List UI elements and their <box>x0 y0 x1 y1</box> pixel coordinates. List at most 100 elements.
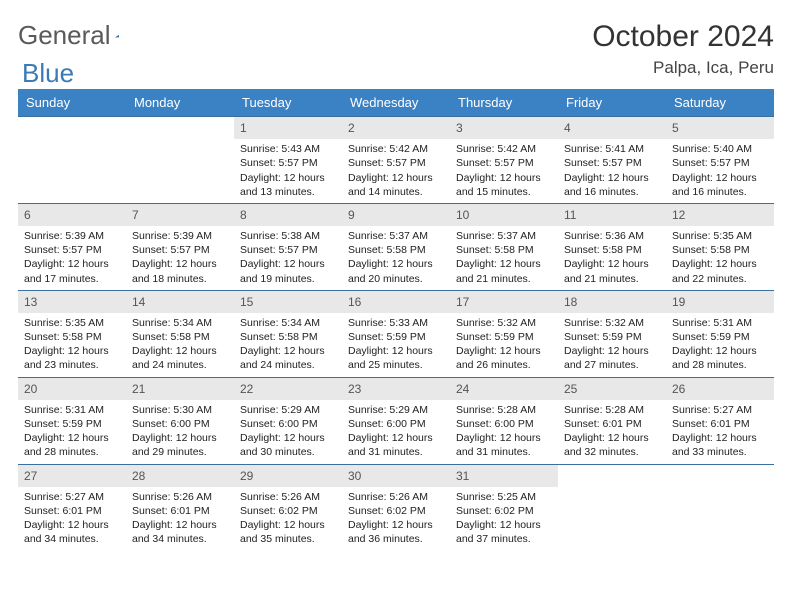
calendar-day-cell: 25Sunrise: 5:28 AMSunset: 6:01 PMDayligh… <box>558 377 666 464</box>
calendar-day-cell: 13Sunrise: 5:35 AMSunset: 5:58 PMDayligh… <box>18 290 126 377</box>
day-details: Sunrise: 5:28 AMSunset: 6:00 PMDaylight:… <box>450 400 558 464</box>
calendar-empty-cell <box>558 464 666 550</box>
day-details: Sunrise: 5:42 AMSunset: 5:57 PMDaylight:… <box>342 139 450 203</box>
calendar-day-cell: 16Sunrise: 5:33 AMSunset: 5:59 PMDayligh… <box>342 290 450 377</box>
day-details: Sunrise: 5:32 AMSunset: 5:59 PMDaylight:… <box>450 313 558 377</box>
day-details: Sunrise: 5:42 AMSunset: 5:57 PMDaylight:… <box>450 139 558 203</box>
day-number: 18 <box>558 291 666 313</box>
calendar-day-cell: 9Sunrise: 5:37 AMSunset: 5:58 PMDaylight… <box>342 203 450 290</box>
calendar-day-cell: 15Sunrise: 5:34 AMSunset: 5:58 PMDayligh… <box>234 290 342 377</box>
day-number: 15 <box>234 291 342 313</box>
day-details: Sunrise: 5:33 AMSunset: 5:59 PMDaylight:… <box>342 313 450 377</box>
calendar-empty-cell <box>666 464 774 550</box>
title-block: October 2024 Palpa, Ica, Peru <box>592 20 774 78</box>
day-number: 17 <box>450 291 558 313</box>
day-details: Sunrise: 5:32 AMSunset: 5:59 PMDaylight:… <box>558 313 666 377</box>
day-details: Sunrise: 5:26 AMSunset: 6:01 PMDaylight:… <box>126 487 234 551</box>
weekday-header: Wednesday <box>342 89 450 117</box>
day-number: 13 <box>18 291 126 313</box>
calendar-day-cell: 26Sunrise: 5:27 AMSunset: 6:01 PMDayligh… <box>666 377 774 464</box>
weekday-header: Saturday <box>666 89 774 117</box>
day-number: 8 <box>234 204 342 226</box>
weekday-header: Tuesday <box>234 89 342 117</box>
calendar-empty-cell <box>18 117 126 204</box>
calendar-row: 6Sunrise: 5:39 AMSunset: 5:57 PMDaylight… <box>18 203 774 290</box>
day-number: 5 <box>666 117 774 139</box>
calendar-day-cell: 3Sunrise: 5:42 AMSunset: 5:57 PMDaylight… <box>450 117 558 204</box>
day-number: 25 <box>558 378 666 400</box>
day-details: Sunrise: 5:30 AMSunset: 6:00 PMDaylight:… <box>126 400 234 464</box>
day-details: Sunrise: 5:37 AMSunset: 5:58 PMDaylight:… <box>450 226 558 290</box>
day-number: 6 <box>18 204 126 226</box>
weekday-header-row: SundayMondayTuesdayWednesdayThursdayFrid… <box>18 89 774 117</box>
brand-part2: Blue <box>22 58 74 89</box>
day-number: 9 <box>342 204 450 226</box>
month-title: October 2024 <box>592 20 774 54</box>
calendar-empty-cell <box>126 117 234 204</box>
day-details: Sunrise: 5:37 AMSunset: 5:58 PMDaylight:… <box>342 226 450 290</box>
calendar-day-cell: 14Sunrise: 5:34 AMSunset: 5:58 PMDayligh… <box>126 290 234 377</box>
calendar-row: 20Sunrise: 5:31 AMSunset: 5:59 PMDayligh… <box>18 377 774 464</box>
day-number: 16 <box>342 291 450 313</box>
calendar-body: 1Sunrise: 5:43 AMSunset: 5:57 PMDaylight… <box>18 117 774 551</box>
calendar-day-cell: 18Sunrise: 5:32 AMSunset: 5:59 PMDayligh… <box>558 290 666 377</box>
brand-part1: General <box>18 20 111 51</box>
day-details: Sunrise: 5:34 AMSunset: 5:58 PMDaylight:… <box>126 313 234 377</box>
day-number: 29 <box>234 465 342 487</box>
day-number: 21 <box>126 378 234 400</box>
day-number: 26 <box>666 378 774 400</box>
day-number: 22 <box>234 378 342 400</box>
calendar-day-cell: 27Sunrise: 5:27 AMSunset: 6:01 PMDayligh… <box>18 464 126 550</box>
calendar-row: 13Sunrise: 5:35 AMSunset: 5:58 PMDayligh… <box>18 290 774 377</box>
day-details: Sunrise: 5:36 AMSunset: 5:58 PMDaylight:… <box>558 226 666 290</box>
day-number: 19 <box>666 291 774 313</box>
day-details: Sunrise: 5:29 AMSunset: 6:00 PMDaylight:… <box>342 400 450 464</box>
calendar-day-cell: 22Sunrise: 5:29 AMSunset: 6:00 PMDayligh… <box>234 377 342 464</box>
calendar-day-cell: 20Sunrise: 5:31 AMSunset: 5:59 PMDayligh… <box>18 377 126 464</box>
day-details: Sunrise: 5:35 AMSunset: 5:58 PMDaylight:… <box>18 313 126 377</box>
calendar-day-cell: 2Sunrise: 5:42 AMSunset: 5:57 PMDaylight… <box>342 117 450 204</box>
day-number: 31 <box>450 465 558 487</box>
calendar-day-cell: 31Sunrise: 5:25 AMSunset: 6:02 PMDayligh… <box>450 464 558 550</box>
day-number: 27 <box>18 465 126 487</box>
day-number: 12 <box>666 204 774 226</box>
day-details: Sunrise: 5:39 AMSunset: 5:57 PMDaylight:… <box>126 226 234 290</box>
weekday-header: Sunday <box>18 89 126 117</box>
calendar-row: 1Sunrise: 5:43 AMSunset: 5:57 PMDaylight… <box>18 117 774 204</box>
day-details: Sunrise: 5:43 AMSunset: 5:57 PMDaylight:… <box>234 139 342 203</box>
day-number: 10 <box>450 204 558 226</box>
day-number: 4 <box>558 117 666 139</box>
day-number: 30 <box>342 465 450 487</box>
day-details: Sunrise: 5:26 AMSunset: 6:02 PMDaylight:… <box>234 487 342 551</box>
calendar-day-cell: 19Sunrise: 5:31 AMSunset: 5:59 PMDayligh… <box>666 290 774 377</box>
day-number: 20 <box>18 378 126 400</box>
day-details: Sunrise: 5:26 AMSunset: 6:02 PMDaylight:… <box>342 487 450 551</box>
day-details: Sunrise: 5:29 AMSunset: 6:00 PMDaylight:… <box>234 400 342 464</box>
brand-logo: General <box>18 20 143 51</box>
day-number: 24 <box>450 378 558 400</box>
day-number: 1 <box>234 117 342 139</box>
day-details: Sunrise: 5:31 AMSunset: 5:59 PMDaylight:… <box>666 313 774 377</box>
day-number: 2 <box>342 117 450 139</box>
weekday-header: Friday <box>558 89 666 117</box>
day-details: Sunrise: 5:27 AMSunset: 6:01 PMDaylight:… <box>666 400 774 464</box>
day-details: Sunrise: 5:27 AMSunset: 6:01 PMDaylight:… <box>18 487 126 551</box>
day-number: 7 <box>126 204 234 226</box>
day-details: Sunrise: 5:38 AMSunset: 5:57 PMDaylight:… <box>234 226 342 290</box>
day-details: Sunrise: 5:41 AMSunset: 5:57 PMDaylight:… <box>558 139 666 203</box>
calendar-day-cell: 10Sunrise: 5:37 AMSunset: 5:58 PMDayligh… <box>450 203 558 290</box>
weekday-header: Monday <box>126 89 234 117</box>
calendar-day-cell: 28Sunrise: 5:26 AMSunset: 6:01 PMDayligh… <box>126 464 234 550</box>
location: Palpa, Ica, Peru <box>592 58 774 78</box>
calendar-day-cell: 4Sunrise: 5:41 AMSunset: 5:57 PMDaylight… <box>558 117 666 204</box>
calendar-day-cell: 5Sunrise: 5:40 AMSunset: 5:57 PMDaylight… <box>666 117 774 204</box>
calendar-day-cell: 24Sunrise: 5:28 AMSunset: 6:00 PMDayligh… <box>450 377 558 464</box>
day-number: 28 <box>126 465 234 487</box>
calendar-table: SundayMondayTuesdayWednesdayThursdayFrid… <box>18 89 774 550</box>
day-details: Sunrise: 5:39 AMSunset: 5:57 PMDaylight:… <box>18 226 126 290</box>
day-number: 11 <box>558 204 666 226</box>
day-details: Sunrise: 5:40 AMSunset: 5:57 PMDaylight:… <box>666 139 774 203</box>
calendar-day-cell: 12Sunrise: 5:35 AMSunset: 5:58 PMDayligh… <box>666 203 774 290</box>
day-number: 3 <box>450 117 558 139</box>
day-number: 23 <box>342 378 450 400</box>
